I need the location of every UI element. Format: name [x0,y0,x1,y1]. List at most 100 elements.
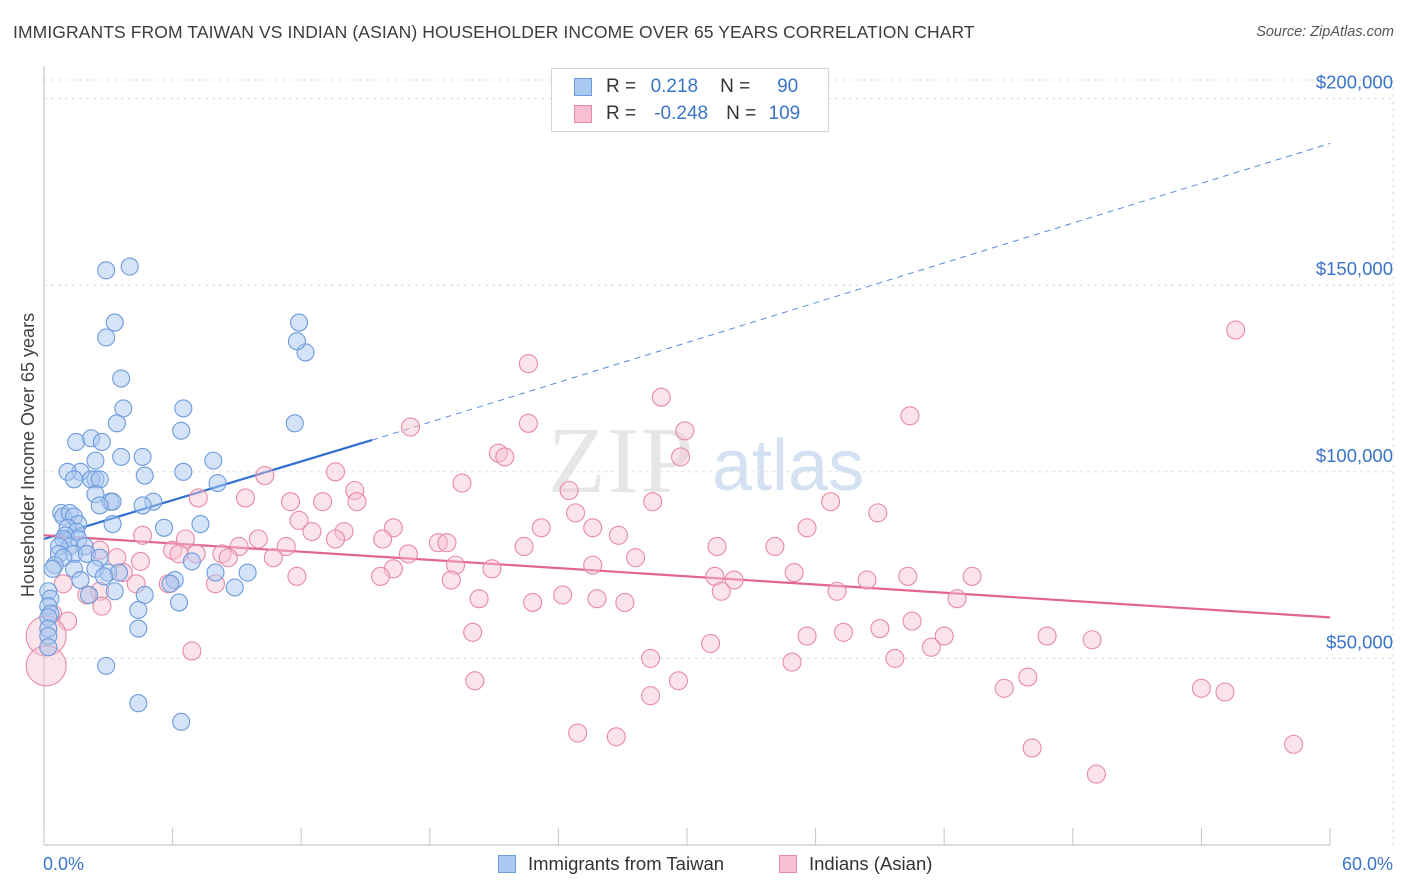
bottom-legend-label-indian: Indians (Asian) [809,853,933,874]
taiwan-point [290,313,309,332]
indian-asian-point [857,570,877,590]
indian-asian-point [626,548,646,568]
indian-asian-point [488,443,508,463]
indian-asian-point [833,622,854,642]
taiwan-point [172,712,191,731]
taiwan-point [112,369,131,388]
indian-asian-point [133,525,153,545]
indian-asian-point [962,566,982,586]
taiwan-point [103,515,122,534]
indian-trend-line [43,534,1331,619]
indian-asian-point [553,585,573,605]
indian-asian-point [437,533,457,553]
taiwan-point [169,593,189,612]
x-tick-label-max: 60.0% [1342,854,1393,874]
indian-asian-point [707,536,727,557]
indian-asian-point [469,589,489,609]
watermark-zip: ZIP [548,409,695,513]
taiwan-point [105,313,124,332]
taiwan-point [105,582,124,601]
indian-asian-point [518,413,538,433]
legend-row-indian: R = -0.248 N = 109 [574,101,800,127]
indian-asian-point [482,559,502,579]
taiwan-points [39,257,315,731]
indian-asian-point [587,589,607,609]
taiwan-point [114,399,133,418]
indian-asian-point [531,518,551,538]
indian-asian-point [398,544,418,564]
indian-asian-points [25,320,1304,784]
taiwan-trend-line [43,439,373,541]
legend-r-value: -0.248 [654,103,709,124]
indian-asian-point [302,521,322,542]
bottom-legend-taiwan: Immigrants from Taiwan [498,852,724,876]
chart-title: IMMIGRANTS FROM TAIWAN VS INDIAN (ASIAN)… [13,22,975,42]
indian-asian-point [608,525,628,545]
watermark: ZIP atlas [548,409,864,513]
indian-asian-point [373,529,393,549]
taiwan-point [204,451,223,470]
indian-asian-point [441,570,461,590]
y-tick-label: $200,000 [1316,72,1393,93]
indian-asian-point [782,652,802,672]
indian-asian-point [643,492,663,512]
indian-asian-point [495,447,515,467]
legend-row-taiwan: R = 0.218 N = 90 [574,74,798,100]
indian-asian-point [235,488,256,508]
legend-n-label: N = [726,103,757,124]
source-attribution: Source: ZipAtlas.com [1256,24,1394,40]
taiwan-trend-extension [371,142,1331,441]
indian-asian-point [724,570,744,590]
taiwan-point [39,638,58,657]
indian-asian-point [568,723,588,743]
indian-asian-point [218,548,238,568]
y-tick-label: $50,000 [1326,631,1393,652]
indian-asian-point [947,589,967,609]
y-tick-label: $150,000 [1316,258,1393,279]
indian-asian-point [452,473,472,493]
axes [43,66,1331,846]
indian-asian-point [445,555,466,575]
indian-asian-point [325,462,346,482]
indian-asian-point [276,536,296,557]
indian-asian-point [1082,630,1102,650]
indian-asian-point [675,421,695,441]
legend-r-value: 0.218 [650,76,699,97]
x-tick-label-min: 0.0% [43,854,84,874]
legend-r-label: R = [606,76,637,97]
indian-asian-point [130,551,150,571]
indian-asian-point [1086,764,1106,784]
taiwan-point [238,563,257,582]
taiwan-point [92,432,111,452]
taiwan-point [90,496,109,515]
taiwan-point [79,585,99,605]
indian-asian-point [885,648,905,668]
indian-asian-point [1022,738,1042,758]
indian-asian-point [465,671,485,691]
taiwan-point [225,578,244,597]
legend-n-value: 109 [768,103,801,124]
indian-asian-point [921,637,941,657]
taiwan-point [208,473,227,493]
taiwan-point [94,567,114,586]
stats-legend: R = 0.218 N = 90 R = -0.248 N = 109 [551,68,829,132]
indian-asian-point [182,641,202,661]
taiwan-point [97,261,116,280]
taiwan-point [135,466,154,485]
indian-asian-point [370,566,391,586]
indian-asian-point [827,581,847,601]
indian-asian-point [518,354,538,374]
indian-asian-point [1215,682,1235,702]
indian-asian-point [651,387,671,407]
indian-asian-point [565,503,586,523]
taiwan-point [97,328,116,347]
taiwan-point [174,399,193,418]
indian-asian-point [188,488,208,508]
taiwan-point [135,585,154,605]
indian-asian-point [1018,667,1038,687]
taiwan-point [191,515,210,534]
indian-asian-point [248,529,268,549]
taiwan-point [120,257,139,276]
indian-asian-point [92,596,112,616]
taiwan-point [133,496,152,515]
